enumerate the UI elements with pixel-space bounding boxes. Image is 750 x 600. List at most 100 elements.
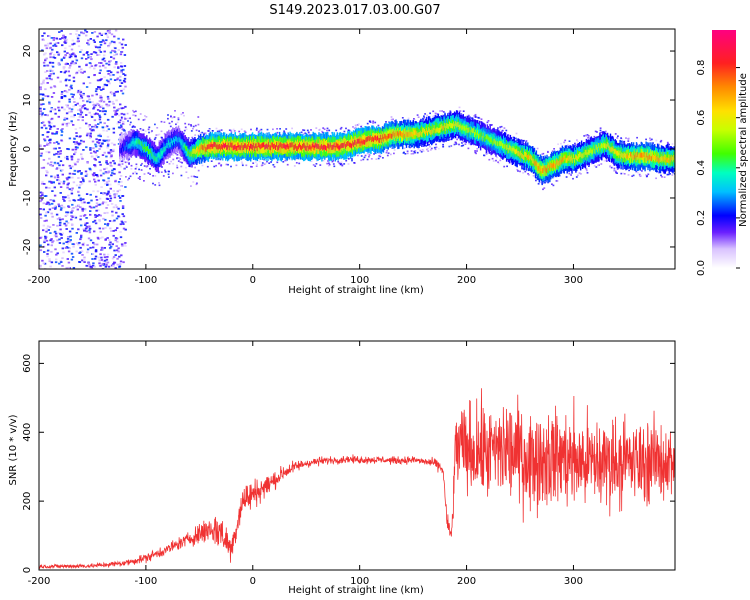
heatmap-cell	[70, 258, 74, 261]
heatmap-cell	[131, 126, 134, 128]
heatmap-cell	[107, 45, 110, 48]
heatmap-cell	[98, 148, 101, 150]
heatmap-cell	[123, 54, 127, 56]
heatmap-cell	[216, 130, 219, 133]
heatmap-cell	[86, 100, 89, 103]
heatmap-cell	[77, 89, 80, 92]
heatmap-cell	[329, 142, 332, 148]
heatmap-cell	[108, 239, 111, 241]
heatmap-cell	[442, 145, 444, 148]
heatmap-cell	[123, 80, 127, 83]
heatmap-cell	[94, 143, 97, 146]
heatmap-cell	[477, 116, 480, 119]
heatmap-cell	[79, 197, 82, 200]
heatmap-cell	[118, 255, 121, 258]
heatmap-cell	[307, 146, 310, 151]
heatmap-cell	[62, 242, 65, 245]
heatmap-cell	[170, 115, 172, 118]
heatmap-cell	[347, 158, 350, 160]
heatmap-cell	[66, 148, 69, 150]
heatmap-cell	[103, 253, 106, 256]
heatmap-cell	[279, 128, 281, 130]
heatmap-cell	[145, 147, 147, 152]
heatmap-cell	[193, 148, 195, 154]
heatmap-cell	[108, 43, 111, 46]
heatmap-cell	[100, 62, 103, 64]
heatmap-cell	[68, 88, 71, 91]
heatmap-cell	[98, 86, 101, 89]
heatmap-cell	[134, 114, 137, 117]
heatmap-cell	[404, 153, 407, 155]
heatmap-cell	[287, 144, 289, 149]
heatmap-cell	[80, 49, 83, 51]
heatmap-cell	[345, 127, 347, 130]
heatmap-cell	[57, 106, 60, 109]
heatmap-cell	[433, 115, 436, 117]
heatmap-cell	[112, 102, 115, 105]
heatmap-cell	[324, 139, 326, 150]
heatmap-cell	[116, 190, 119, 193]
heatmap-cell	[311, 143, 313, 149]
heatmap-cell	[89, 239, 93, 242]
heatmap-cell	[458, 125, 461, 130]
heatmap-cell	[397, 130, 399, 136]
heatmap-cell	[114, 254, 117, 256]
heatmap-cell	[383, 133, 386, 139]
heatmap-cell	[372, 136, 374, 142]
heatmap-cell	[458, 143, 460, 146]
heatmap-cell	[50, 180, 53, 183]
heatmap-cell	[595, 166, 598, 168]
heatmap-cell	[355, 141, 358, 147]
heatmap-cell	[39, 154, 43, 157]
heatmap-cell	[90, 129, 93, 132]
heatmap-cell	[97, 214, 101, 216]
heatmap-cell	[45, 150, 48, 153]
heatmap-cell	[71, 176, 74, 179]
heatmap-cell	[310, 160, 313, 163]
heatmap-cell	[78, 127, 82, 129]
heatmap-cell	[124, 74, 127, 77]
heatmap-cell	[66, 258, 69, 260]
heatmap-cell	[123, 146, 125, 152]
heatmap-cell	[119, 81, 122, 84]
heatmap-cell	[119, 103, 122, 106]
heatmap-cell	[51, 190, 54, 192]
heatmap-cell	[413, 150, 416, 153]
heatmap-cell	[322, 145, 324, 151]
heatmap-cell	[91, 94, 94, 97]
heatmap-cell	[317, 143, 319, 149]
heatmap-cell	[421, 149, 424, 151]
heatmap-cell	[130, 141, 133, 147]
heatmap-cell	[215, 131, 217, 134]
heatmap-cell	[105, 161, 108, 164]
heatmap-cell	[99, 95, 102, 97]
heatmap-cell	[39, 237, 42, 239]
heatmap-cell	[82, 198, 85, 201]
heatmap-cell	[474, 116, 477, 118]
heatmap-cell	[314, 165, 317, 167]
heatmap-cell	[109, 78, 113, 81]
heatmap-cell	[115, 245, 118, 247]
heatmap-cell	[256, 146, 259, 152]
heatmap-cell	[74, 148, 78, 151]
heatmap-cell	[479, 132, 481, 138]
heatmap-cell	[525, 151, 527, 157]
heatmap-cell	[98, 133, 102, 136]
heatmap-cell	[419, 132, 421, 137]
heatmap-cell	[117, 121, 121, 123]
heatmap-cell	[77, 191, 80, 193]
heatmap-cell	[474, 114, 477, 116]
heatmap-cell	[259, 144, 261, 150]
heatmap-cell	[499, 140, 501, 146]
heatmap-cell	[110, 71, 113, 74]
heatmap-cell	[356, 124, 359, 126]
heatmap-cell	[53, 57, 57, 59]
heatmap-cell	[73, 138, 76, 140]
heatmap-cell	[264, 162, 267, 165]
heatmap-cell	[446, 123, 448, 129]
heatmap-cell	[420, 151, 423, 153]
heatmap-cell	[66, 238, 70, 240]
heatmap-cell	[106, 183, 109, 186]
heatmap-cell	[485, 152, 488, 155]
heatmap-cell	[112, 262, 115, 265]
